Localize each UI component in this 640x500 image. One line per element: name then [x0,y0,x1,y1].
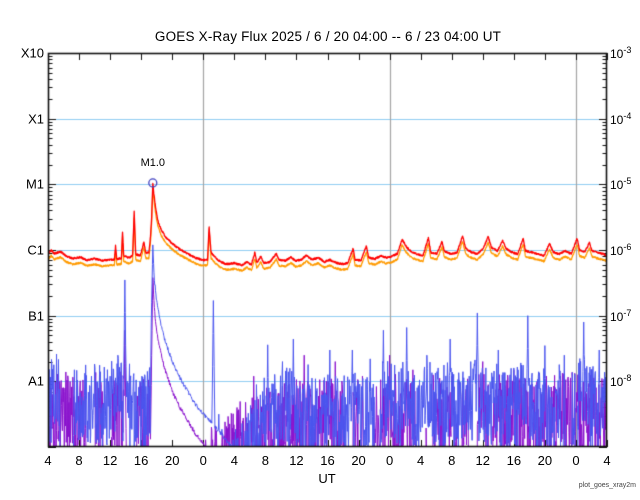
y-axis-label-c1: C1 [27,242,44,258]
y-axis-label-a1: A1 [28,373,44,389]
flare-annotation: M1.0 [140,156,166,169]
power-exponent: -8 [623,373,632,384]
x-tick-label: 8 [448,453,456,468]
x-tick-label: 4 [603,453,611,468]
x-tick-label: 16 [320,453,335,468]
y-axis-label-right-1e-6: 10-6 [610,242,631,258]
power-exponent: -6 [623,242,632,252]
y-axis-label-x1: X1 [28,111,44,127]
power-exponent: -5 [623,176,632,187]
watermark-text: plot_goes_xray2m [578,482,636,489]
y-axis-label-right-1e-4: 10-4 [610,111,631,127]
y-axis-label-right-1e-3: 10-3 [610,45,631,61]
chart-title: GOES X-Ray Flux 2025 / 6 / 20 04:00 -- 6… [154,29,502,44]
x-tick-label: 20 [164,453,180,468]
x-tick-label: 4 [230,453,238,468]
y-axis-label-right-1e-7: 10-7 [610,308,631,324]
x-axis-title: UT [318,471,336,486]
power-base: 10 [610,309,624,324]
x-tick-label: 4 [417,453,425,468]
x-tick-label: 16 [133,453,149,468]
power-exponent: -7 [623,307,632,318]
x-tick-label: 0 [199,453,207,468]
x-tick-label: 0 [572,453,580,468]
x-tick-label: 0 [385,453,394,468]
x-tick-label: 16 [506,453,522,468]
x-tick-label: 8 [261,453,269,468]
y-axis-label-right-1e-8: 10-8 [610,373,631,389]
x-tick-label: 20 [351,453,366,468]
power-exponent: -4 [623,110,632,121]
power-base: 10 [610,178,624,193]
x-tick-label: 12 [289,453,304,468]
power-exponent: -3 [623,45,632,55]
y-axis-label-b1: B1 [28,308,44,324]
x-tick-label: 12 [475,453,490,468]
y-axis-label-m1: M1 [25,176,44,192]
power-base: 10 [610,375,624,390]
power-base: 10 [610,47,624,61]
x-tick-label: 12 [102,453,118,468]
x-tick-label: 4 [44,453,52,468]
x-tick-label: 20 [537,453,553,468]
power-base: 10 [610,112,624,127]
y-axis-label-x10: X10 [20,45,44,61]
x-tick-label: 8 [75,453,83,468]
y-axis-label-right-1e-5: 10-5 [610,176,631,192]
power-base: 10 [610,244,624,258]
